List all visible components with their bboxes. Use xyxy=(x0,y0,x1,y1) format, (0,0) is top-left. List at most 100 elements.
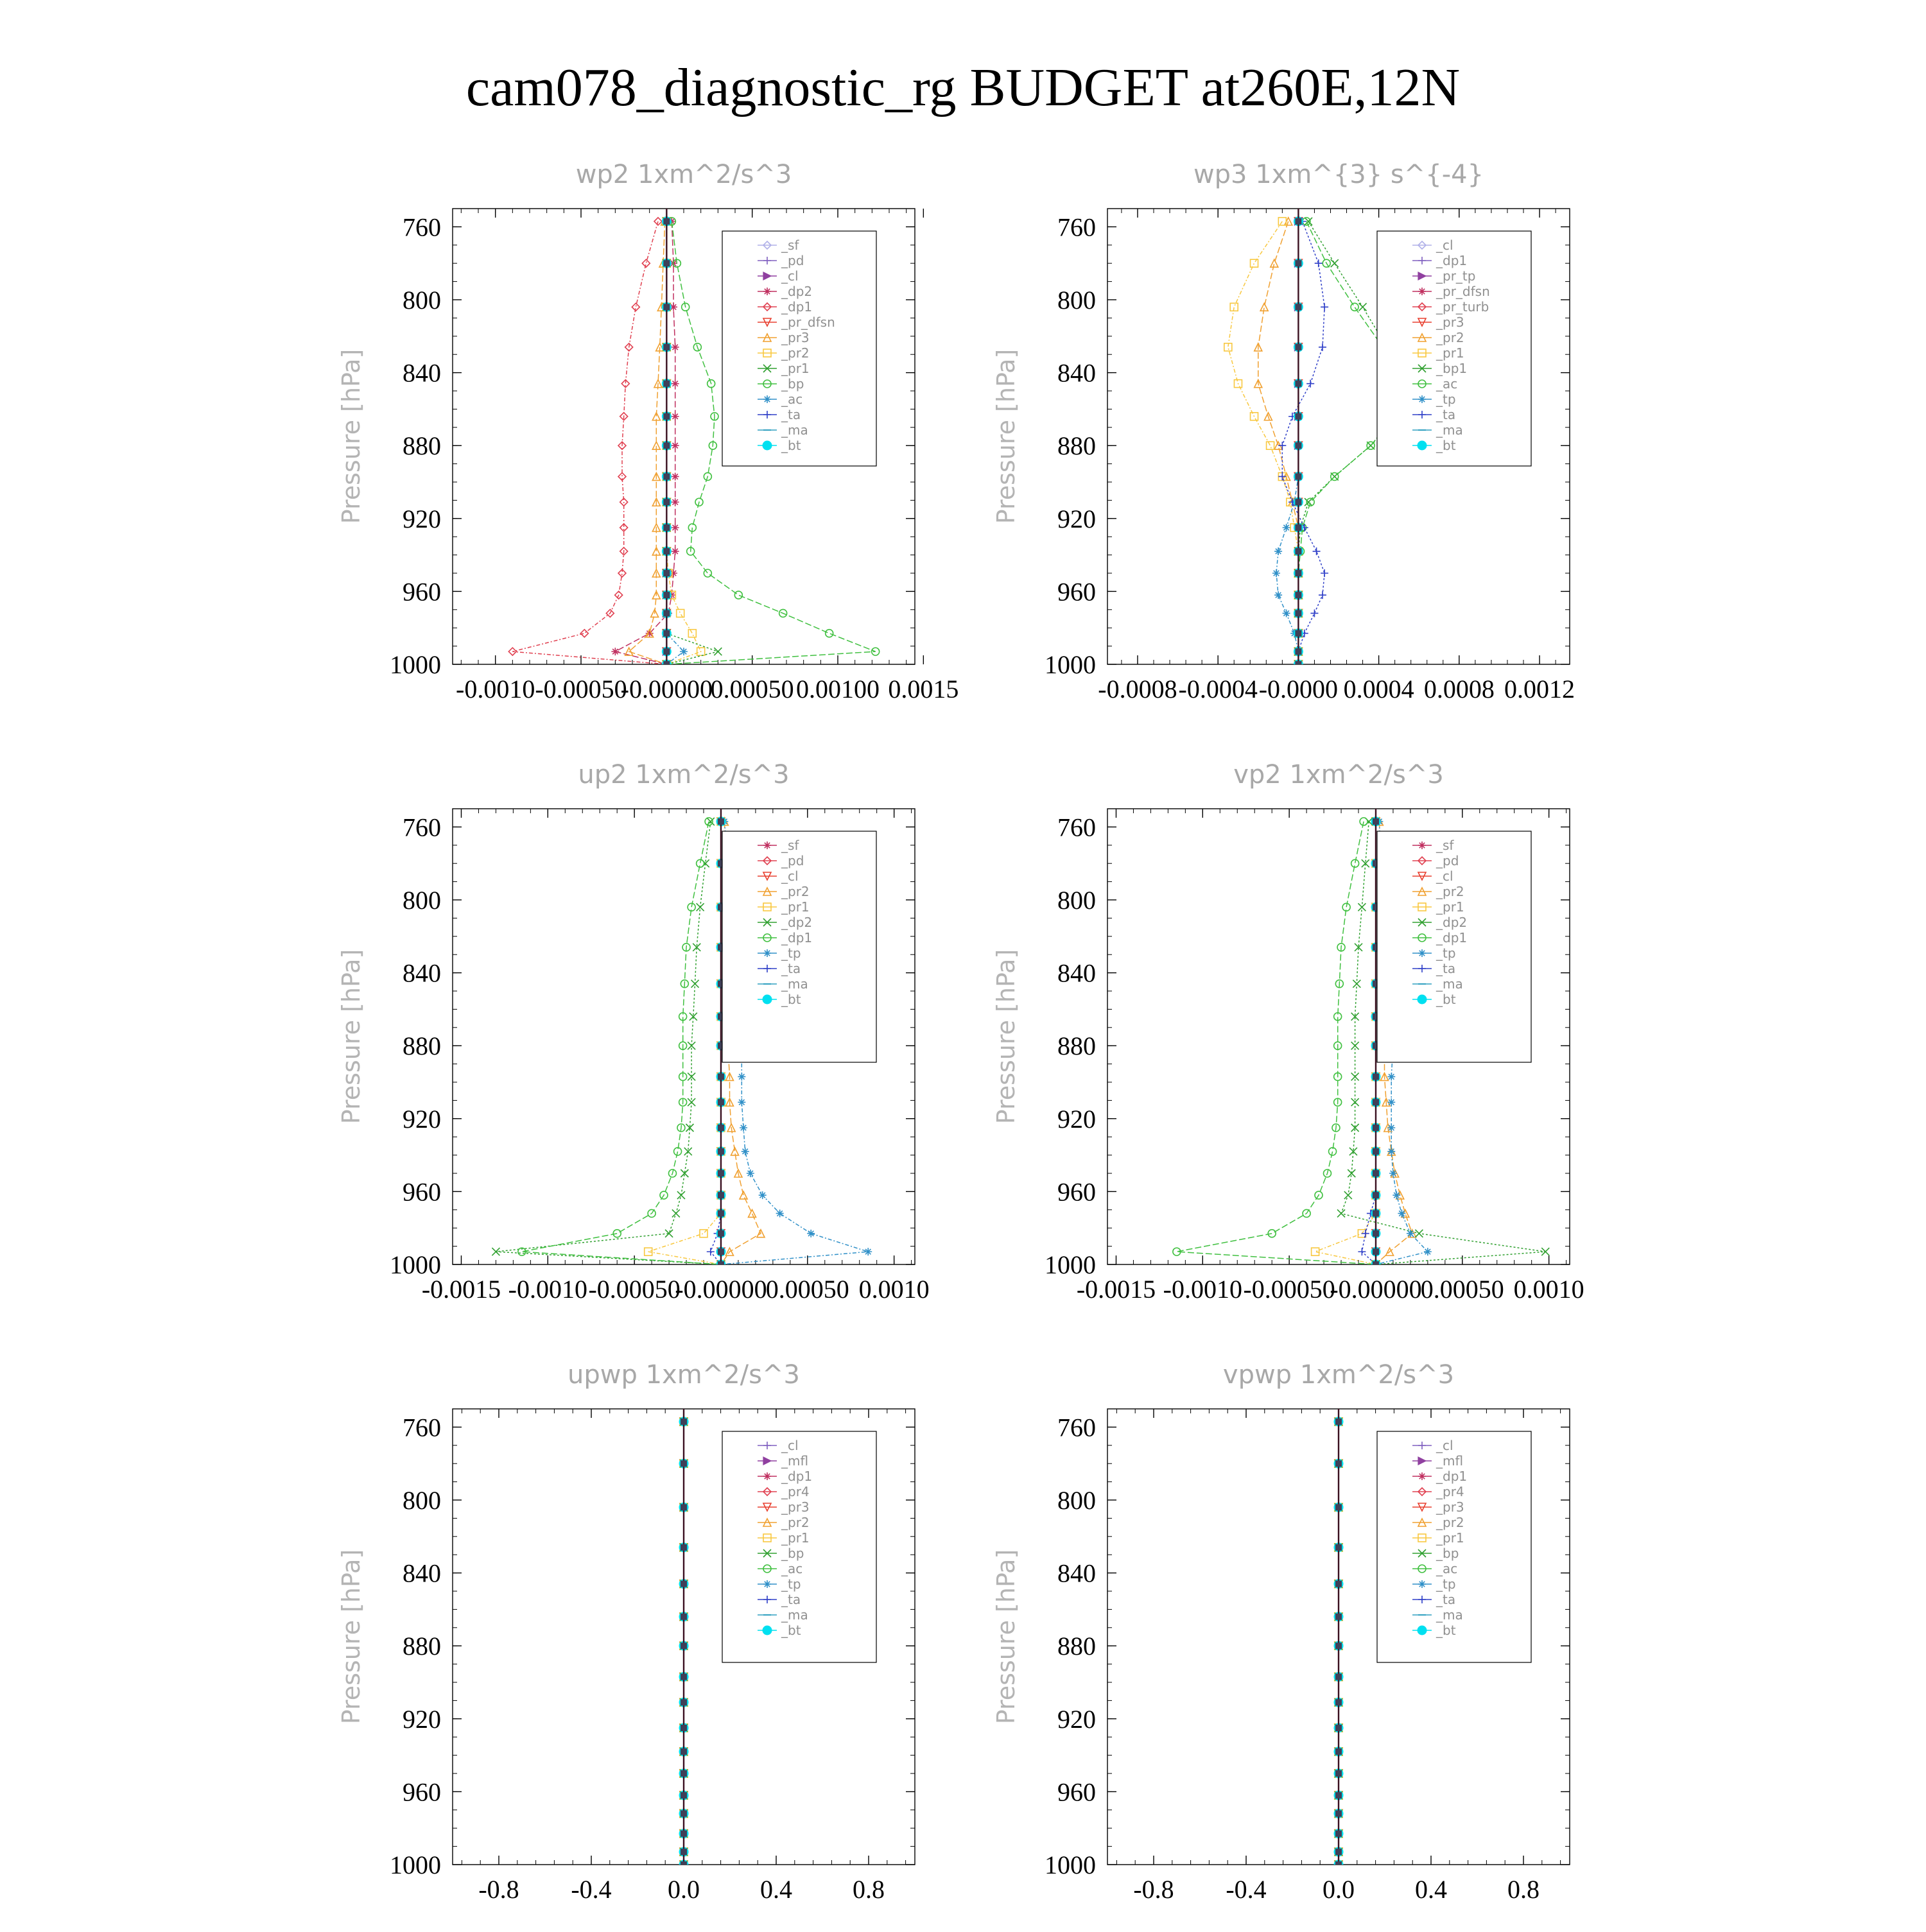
data-point-dp2 xyxy=(671,524,679,531)
zero-marker xyxy=(717,944,724,951)
zero-marker xyxy=(663,442,670,449)
legend-marker xyxy=(763,379,772,388)
legend-label-cl: _cl xyxy=(1436,868,1453,884)
zero-marker xyxy=(1372,904,1379,911)
data-point-ta xyxy=(1278,442,1287,450)
data-point-tp xyxy=(1282,524,1290,531)
legend-label-pd: _pd xyxy=(1436,853,1459,868)
legend-marker xyxy=(762,872,772,881)
legend-marker xyxy=(1417,302,1427,312)
data-point-dp1 xyxy=(1333,1012,1342,1021)
zero-marker xyxy=(663,304,670,311)
y-tick-label: 880 xyxy=(1057,1632,1096,1660)
zero-marker xyxy=(1372,1261,1379,1264)
x-tick-label: -0.00000 xyxy=(675,1275,767,1304)
x-tick-label: 0.0 xyxy=(1323,1875,1355,1904)
zero-marker xyxy=(681,1699,687,1706)
data-point-dp2 xyxy=(671,547,679,555)
legend-marker xyxy=(762,994,772,1005)
data-point-dp2 xyxy=(690,979,700,988)
zero-marker xyxy=(681,1544,687,1551)
panel-title: wp2 1xm^2/s^3 xyxy=(576,160,792,189)
data-point-tp xyxy=(758,1191,767,1200)
y-tick-label: 840 xyxy=(1057,1559,1096,1588)
legend-marker xyxy=(1418,1580,1426,1588)
series-line-dp2 xyxy=(496,821,722,1264)
zero-marker xyxy=(1372,1125,1379,1131)
data-point-tp xyxy=(738,1073,746,1081)
x-tick-label: -0.00000 xyxy=(621,675,713,703)
chart-wp2: wp2 1xm^2/s^3 Pressure [hPa] 760 800 840 880 9… xyxy=(337,160,959,703)
data-point-ta xyxy=(1278,472,1287,481)
legend-label-ta: _ta xyxy=(1436,407,1455,422)
zero-marker xyxy=(717,980,724,987)
chart-vp2: vp2 1xm^2/s^3 Pressure [hPa] 760 800 840 880 9… xyxy=(992,760,1584,1304)
y-axis-label: Pressure [hPa] xyxy=(992,349,1020,524)
legend-label-pr2: _pr2 xyxy=(1436,1515,1464,1530)
data-point-tp xyxy=(864,1248,872,1256)
data-point-dp2 xyxy=(671,498,679,506)
data-point-dp2 xyxy=(671,412,679,420)
data-point-pr1 xyxy=(699,1229,708,1238)
data-point-ta xyxy=(1312,547,1321,555)
legend-marker xyxy=(1417,1487,1427,1497)
series-line-ta xyxy=(1281,221,1325,664)
data-point-ta xyxy=(1318,591,1326,599)
legend-label-sf: _sf xyxy=(1436,838,1454,853)
legend-marker xyxy=(1418,902,1427,911)
legend-label-mfl: _mfl xyxy=(781,1453,808,1469)
y-tick-label: 1000 xyxy=(1045,650,1096,679)
zero-marker xyxy=(1295,524,1302,531)
panel-title: vpwp 1xm^2/s^3 xyxy=(1223,1360,1454,1390)
legend-marker xyxy=(762,332,772,342)
data-point-pr2 xyxy=(756,1228,766,1238)
y-tick-label: 880 xyxy=(403,431,441,460)
legend-label-bp: _bp xyxy=(1436,1546,1459,1561)
data-point-dp2 xyxy=(1351,1098,1360,1107)
data-point-pr2 xyxy=(675,608,685,618)
legend-marker xyxy=(1418,933,1427,942)
y-tick-label: 880 xyxy=(403,1031,441,1060)
y-tick-label: 920 xyxy=(1057,1105,1096,1134)
zero-marker xyxy=(717,1148,724,1155)
zero-marker xyxy=(717,1099,724,1106)
x-tick-label: -0.8 xyxy=(1133,1875,1174,1904)
y-tick-label: 800 xyxy=(1057,1486,1096,1515)
x-tick-label: -0.4 xyxy=(571,1875,611,1904)
data-point-bp xyxy=(706,379,716,388)
zero-marker xyxy=(663,499,670,506)
legend-box xyxy=(1376,230,1532,467)
data-point-dp1 xyxy=(687,902,696,912)
data-point-pr3 xyxy=(652,590,661,599)
legend: _cl_dp1_pr_tp_pr_dfsn_pr_turb_pr3_pr2_pr… xyxy=(1376,230,1532,467)
series-layer xyxy=(1333,1409,1344,1865)
data-point-bp xyxy=(703,472,713,481)
y-tick-label: 1000 xyxy=(390,1850,441,1879)
zero-marker xyxy=(681,1849,687,1856)
data-point-dp2 xyxy=(1337,1209,1346,1218)
zero-marker xyxy=(681,1830,687,1837)
legend-marker xyxy=(762,886,772,896)
legend-marker xyxy=(1418,1564,1427,1573)
data-point-pr3 xyxy=(624,646,634,656)
x-tick-label: 0.0010 xyxy=(1514,1275,1584,1304)
data-point-dp1 xyxy=(680,979,690,988)
zero-marker xyxy=(681,1460,687,1467)
legend-marker xyxy=(763,1564,772,1573)
legend-marker xyxy=(1418,949,1426,957)
data-point-ta xyxy=(1314,259,1323,268)
legend-marker xyxy=(1418,395,1426,403)
data-point-tp xyxy=(738,1098,746,1107)
data-point-dp2 xyxy=(1351,1041,1360,1050)
chart-up2: up2 1xm^2/s^3 Pressure [hPa] 760 800 840 880 9… xyxy=(337,760,930,1304)
data-point-dp2 xyxy=(671,379,679,388)
x-tick-label: -0.00050 xyxy=(588,1275,680,1304)
zero-marker xyxy=(717,1073,724,1080)
data-point-bp1 xyxy=(1304,497,1313,506)
zero-marker xyxy=(717,1170,724,1177)
data-point-pr2 xyxy=(1253,378,1263,388)
zero-marker xyxy=(717,1210,724,1217)
legend-label-cl: _cl xyxy=(1436,237,1453,253)
legend-marker xyxy=(763,1456,772,1465)
x-tick-label: -0.8 xyxy=(478,1875,519,1904)
